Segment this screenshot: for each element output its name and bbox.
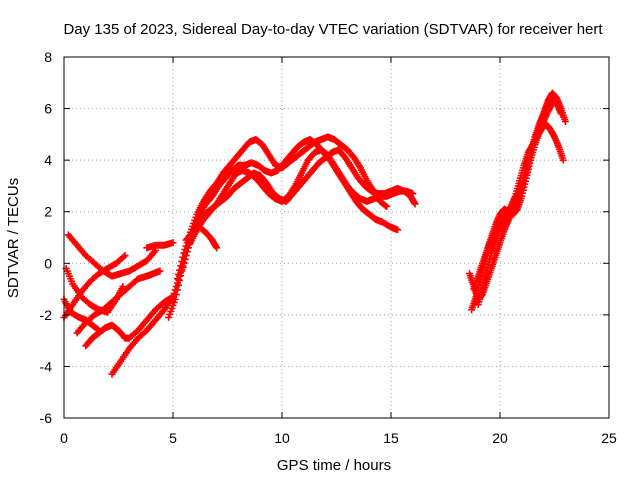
data-point-marker xyxy=(169,239,177,247)
data-point-marker xyxy=(178,258,186,266)
data-point-marker xyxy=(176,266,184,274)
data-marks xyxy=(60,89,569,378)
y-tick-label: -4 xyxy=(40,358,53,374)
data-point-marker xyxy=(182,242,190,250)
data-point-marker xyxy=(383,203,391,211)
x-tick-label: 25 xyxy=(601,430,617,446)
plot-frame xyxy=(63,56,610,419)
data-point-marker xyxy=(411,200,419,208)
y-tick-label: 0 xyxy=(44,255,52,271)
grid-lines xyxy=(64,57,609,418)
chart-title: Day 135 of 2023, Sidereal Day-to-day VTE… xyxy=(63,21,603,38)
y-tick-label: -6 xyxy=(40,410,53,426)
y-tick-label: -2 xyxy=(40,307,53,323)
data-point-marker xyxy=(394,226,402,234)
data-point-marker xyxy=(173,286,181,294)
data-point-marker xyxy=(156,267,164,275)
data-point-marker xyxy=(548,99,556,107)
y-tick-label: 8 xyxy=(44,49,52,65)
series-track-e xyxy=(60,252,129,321)
data-point-marker xyxy=(213,244,221,252)
series-track-l xyxy=(182,223,221,252)
data-point-marker xyxy=(561,117,569,125)
data-point-marker xyxy=(409,190,417,198)
data-point-marker xyxy=(174,270,182,278)
x-tick-label: 10 xyxy=(274,430,290,446)
axis-ticks: 0 5 10 15 20 25 -6 -4 -2 0 2 4 6 8 xyxy=(40,49,617,446)
data-point-marker xyxy=(382,202,390,210)
series-track-p xyxy=(470,99,556,293)
series-track-g xyxy=(143,239,177,252)
data-point-marker xyxy=(120,253,128,261)
x-tick-label: 5 xyxy=(169,430,177,446)
data-point-marker xyxy=(180,249,188,257)
data-point-marker xyxy=(174,281,182,289)
y-tick-label: 4 xyxy=(44,152,52,168)
x-tick-label: 15 xyxy=(383,430,399,446)
x-tick-label: 0 xyxy=(60,430,68,446)
y-axis-label: SDTVAR / TECUs xyxy=(5,178,22,298)
x-axis-label: GPS time / hours xyxy=(277,457,391,474)
data-point-marker xyxy=(173,275,181,283)
series-track-d xyxy=(73,267,164,337)
data-point-marker xyxy=(177,262,185,270)
data-point-marker xyxy=(171,295,179,303)
y-tick-label: 2 xyxy=(44,204,52,220)
data-point-marker xyxy=(181,246,189,254)
data-point-marker xyxy=(559,156,567,164)
data-point-marker xyxy=(179,253,187,261)
data-point-marker xyxy=(172,291,180,299)
series-track-k xyxy=(186,146,417,247)
y-tick-label: 6 xyxy=(44,101,52,117)
x-tick-label: 20 xyxy=(492,430,508,446)
series-track-f xyxy=(82,293,177,350)
series-track-j xyxy=(173,133,391,283)
data-point-marker xyxy=(121,252,129,260)
